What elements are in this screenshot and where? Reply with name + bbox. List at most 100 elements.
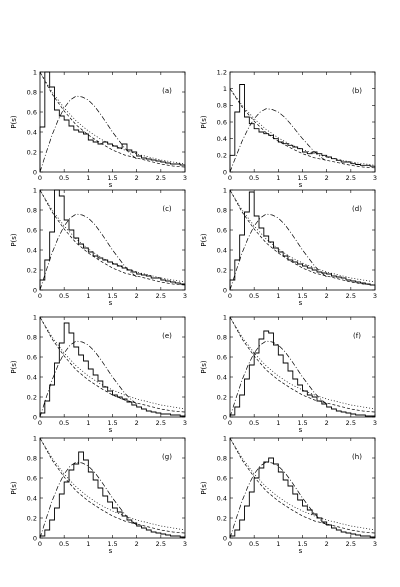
x-tick-label: 2: [135, 292, 139, 300]
x-tick-label: 0: [38, 540, 42, 548]
curve-dash-dot: [39, 461, 137, 539]
curve-dash-dot: [229, 340, 327, 418]
x-tick-label: 3: [373, 174, 377, 182]
panel-label: (c): [162, 205, 172, 213]
curve-dash-dot: [39, 213, 137, 291]
histogram-steps: [39, 451, 186, 538]
curve-dashed: [229, 189, 376, 286]
x-axis-label: s: [299, 547, 303, 555]
x-tick-label: 0: [228, 292, 232, 300]
histogram-steps: [229, 191, 376, 290]
x-tick-label: 1.5: [107, 540, 117, 548]
histogram-steps: [229, 84, 376, 172]
y-tick-label: 1: [223, 186, 227, 194]
x-axis-label: s: [299, 299, 303, 307]
x-tick-label: 0.5: [59, 540, 69, 548]
chart-panel: 0 0.5 1 1.5 2 2.5 3 0 0.2 0.4 0.6 0.8 1 s P(s) (h): [200, 434, 377, 555]
y-tick-label: 0.4: [217, 135, 227, 143]
y-tick-label: 1: [33, 434, 37, 442]
y-tick-label: 0.2: [27, 148, 37, 156]
chart-panel: 0 0.5 1 1.5 2 2.5 3 0 0.2 0.4 0.6 0.8 1 s P(s) (d): [200, 186, 377, 307]
curve-dashed: [229, 437, 376, 534]
x-axis-label: s: [109, 547, 113, 555]
x-tick-label: 0.5: [59, 174, 69, 182]
x-tick-label: 1.5: [107, 292, 117, 300]
x-tick-label: 0: [38, 419, 42, 427]
curve-dash-dot: [229, 213, 327, 291]
y-tick-label: 0.2: [27, 266, 37, 274]
y-tick-label: 1: [33, 186, 37, 194]
x-tick-label: 3: [183, 540, 187, 548]
y-axis-label: P(s): [200, 481, 208, 495]
y-tick-label: 0: [33, 534, 37, 542]
curve-dotted: [39, 71, 186, 165]
histogram-steps: [229, 330, 376, 417]
x-tick-label: 1.5: [107, 419, 117, 427]
y-tick-label: 0.4: [27, 128, 37, 136]
x-tick-label: 2: [325, 292, 329, 300]
x-tick-label: 0: [228, 540, 232, 548]
x-tick-label: 1: [276, 540, 280, 548]
y-tick-label: 0.2: [217, 152, 227, 160]
curve-dashed: [229, 88, 376, 169]
panel-label: (h): [352, 453, 362, 461]
curve-dashed: [39, 437, 186, 534]
x-tick-label: 2.5: [346, 419, 356, 427]
histogram-steps: [39, 189, 186, 290]
y-axis-label: P(s): [200, 115, 208, 129]
x-tick-label: 2.5: [156, 540, 166, 548]
chart-panel: 0 0.5 1 1.5 2 2.5 3 0 0.2 0.4 0.6 0.8 1 s P(s) (g): [10, 434, 187, 555]
y-tick-label: 0.4: [217, 494, 227, 502]
y-tick-label: 0.2: [217, 266, 227, 274]
panel-label: (a): [162, 87, 172, 95]
histogram-steps: [39, 322, 186, 417]
x-tick-label: 2.5: [346, 540, 356, 548]
x-tick-label: 2: [325, 419, 329, 427]
x-tick-label: 2: [135, 540, 139, 548]
y-tick-label: 0.6: [27, 108, 37, 116]
y-tick-label: 0.6: [27, 353, 37, 361]
x-tick-label: 2: [135, 174, 139, 182]
x-tick-label: 3: [183, 292, 187, 300]
x-tick-label: 0: [38, 292, 42, 300]
x-tick-label: 1: [276, 419, 280, 427]
y-axis-label: P(s): [200, 360, 208, 374]
x-tick-label: 0: [228, 419, 232, 427]
y-tick-label: 0: [223, 534, 227, 542]
x-tick-label: 3: [373, 419, 377, 427]
x-tick-label: 0: [38, 174, 42, 182]
curve-dotted: [39, 189, 186, 283]
x-tick-label: 1: [276, 174, 280, 182]
x-tick-label: 2: [325, 174, 329, 182]
curve-dash-dot: [229, 108, 327, 173]
y-tick-label: 0.2: [27, 393, 37, 401]
y-tick-label: 0: [223, 413, 227, 421]
curve-dotted: [229, 437, 376, 531]
curve-dashed: [39, 71, 186, 168]
y-tick-label: 0.4: [27, 373, 37, 381]
y-tick-label: 0.6: [27, 226, 37, 234]
y-tick-label: 1: [223, 434, 227, 442]
curve-dotted: [229, 88, 376, 166]
y-axis-label: P(s): [10, 481, 18, 495]
y-axis-label: P(s): [10, 233, 18, 247]
histogram-steps: [39, 71, 186, 172]
x-tick-label: 0.5: [59, 292, 69, 300]
panel-label: (f): [353, 332, 361, 340]
chart-panel: 0 0.5 1 1.5 2 2.5 3 0 0.2 0.4 0.6 0.8 1 s P(s) (f): [200, 313, 377, 434]
x-tick-label: 3: [183, 174, 187, 182]
y-tick-label: 0.4: [27, 246, 37, 254]
y-tick-label: 0.8: [217, 206, 227, 214]
curve-dash-dot: [39, 95, 137, 173]
y-tick-label: 0.2: [217, 393, 227, 401]
y-tick-label: 0.8: [217, 454, 227, 462]
x-tick-label: 1: [86, 292, 90, 300]
y-tick-label: 0.6: [27, 474, 37, 482]
y-tick-label: 0.8: [27, 333, 37, 341]
x-tick-label: 2.5: [346, 174, 356, 182]
x-tick-label: 0.5: [59, 419, 69, 427]
y-tick-label: 0.2: [217, 514, 227, 522]
x-tick-label: 2.5: [156, 419, 166, 427]
y-tick-label: 1: [223, 85, 227, 93]
